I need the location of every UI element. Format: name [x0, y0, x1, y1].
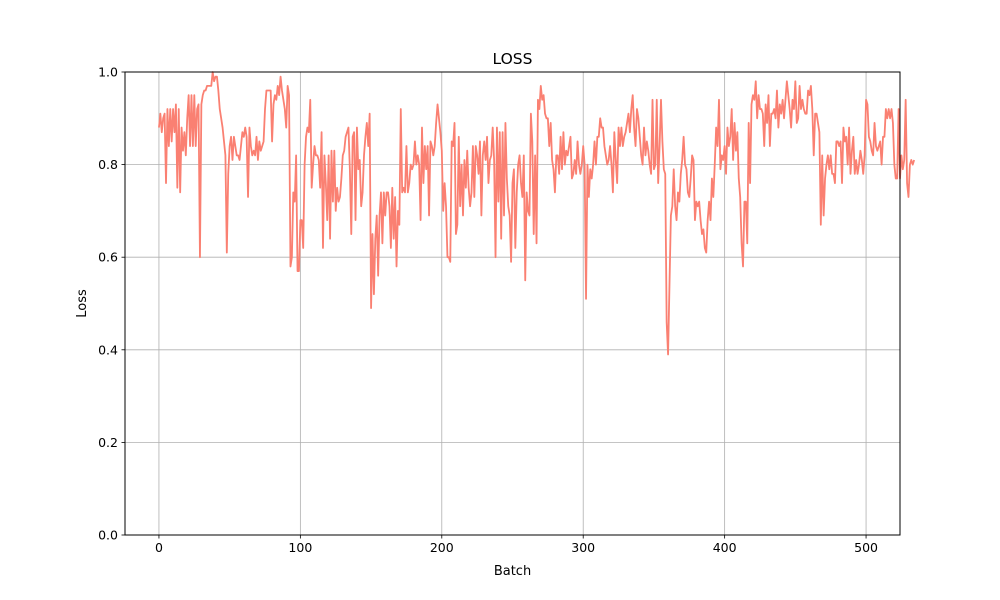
plot-frame: [124, 71, 901, 536]
x-tick-label: 500: [854, 540, 878, 555]
chart-title: LOSS: [493, 50, 533, 68]
y-tick-label: 0.4: [98, 342, 118, 357]
y-tick-label: 0.0: [98, 528, 118, 543]
y-tick-label: 1.0: [98, 65, 118, 80]
x-tick-label: 0: [155, 540, 163, 555]
y-tick-label: 0.2: [98, 435, 118, 450]
x-tick-label: 300: [571, 540, 595, 555]
loss-series-line: [158, 71, 916, 356]
x-tick-label: 200: [430, 540, 454, 555]
y-tick-label: 0.8: [98, 157, 118, 172]
series-layer: [158, 71, 916, 356]
ticks: 0 100 200 300 400 500 0.0 0.2 0.4 0.6 0.8 1.0: [98, 65, 878, 556]
x-tick-label: 400: [713, 540, 737, 555]
y-axis-label: Loss: [75, 289, 90, 318]
x-axis-label: Batch: [494, 564, 531, 579]
y-tick-label: 0.6: [98, 250, 118, 265]
x-tick-label: 100: [288, 540, 312, 555]
